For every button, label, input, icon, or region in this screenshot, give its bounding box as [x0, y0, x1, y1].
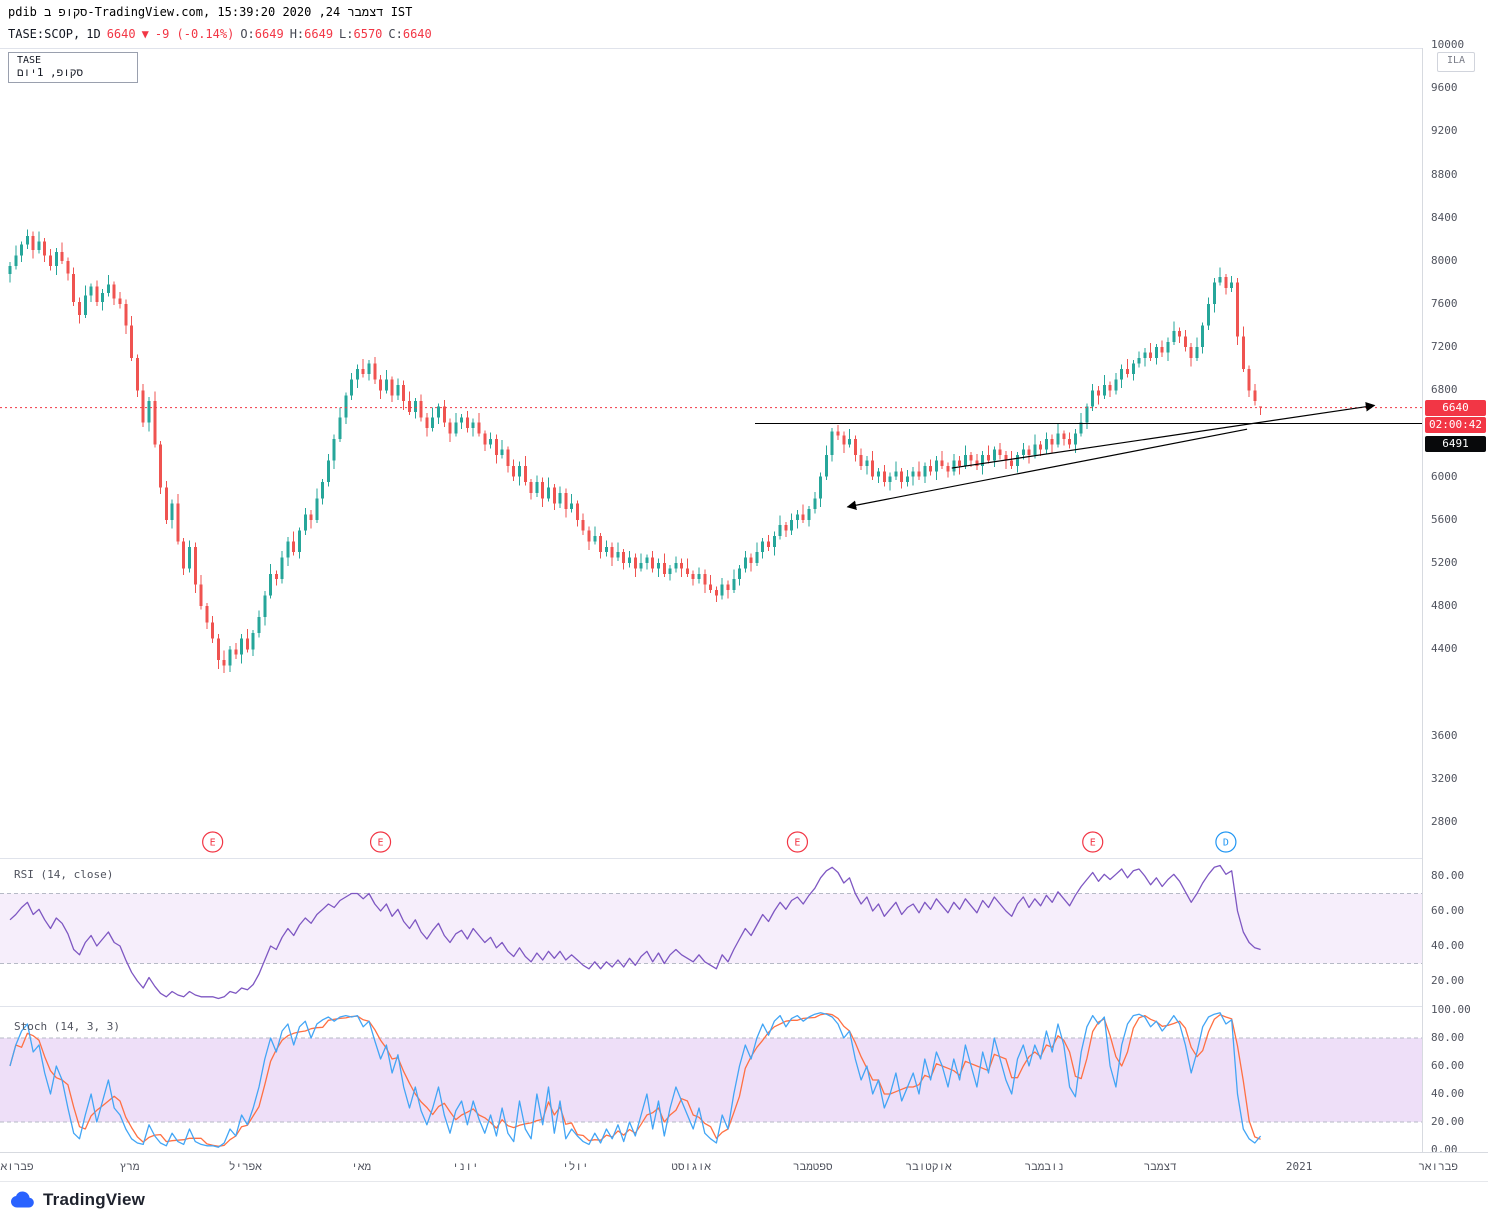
ohlc-number: 6649 [304, 27, 334, 41]
earnings-marker[interactable]: E [1082, 831, 1104, 853]
axis-tick-label: 7200 [1431, 340, 1458, 354]
arrow-drawing[interactable] [846, 428, 1248, 510]
symbol-name[interactable]: TASE:SCOP, [8, 27, 81, 41]
close-value: C: 6640 [388, 27, 431, 41]
legend-symbol-interval: סקופ, 1יום [17, 66, 84, 79]
tradingview-footer[interactable]: TradingView [10, 1190, 145, 1210]
stoch-indicator-label[interactable]: Stoch (14, 3, 3) [14, 1020, 120, 1033]
axis-tick-label: 3600 [1431, 728, 1458, 742]
earnings-marker[interactable]: E [369, 831, 392, 853]
axis-tick-label: 20.00 [1431, 974, 1465, 987]
time-axis-label: יוני [452, 1160, 479, 1173]
symbol-info-bar: TASE:SCOP, 1D 6640 ▼ -9 (-0.14%) O: 6649 … [8, 27, 432, 41]
open-value: O: 6649 [240, 27, 283, 41]
axis-tick-label: 80.00 [1431, 869, 1465, 882]
stoch-band [0, 1038, 1422, 1122]
earnings-marker[interactable]: E [786, 831, 809, 853]
axis-tick-label: 10000 [1431, 38, 1465, 51]
price-axis[interactable]: ILA 6640 02:00:42 6491 10000 9600 9200 8800… [1422, 38, 1488, 1180]
time-axis[interactable]: פברואר מרץ אפריל מאי יוני יולי אוגוסט ספטמבר אוק… [0, 1152, 1488, 1182]
ohlc-number: 6570 [353, 27, 383, 41]
rsi-line [9, 864, 1261, 1000]
axis-tick-label: 6000 [1431, 469, 1458, 483]
window-title: pdib סקופ ב-TradingView.com, דצמבר 24, 2… [8, 5, 413, 19]
axis-tick-label: 9600 [1431, 81, 1458, 95]
current-price-badge: 6640 [1425, 399, 1486, 416]
ohlc-label: O: [240, 27, 255, 41]
low-value: L: 6570 [339, 27, 382, 41]
axis-tick-label: 80.00 [1431, 1031, 1465, 1044]
ohlc-number: 6649 [254, 27, 284, 41]
candlestick-series [8, 229, 1263, 674]
ohlc-label: H: [289, 27, 305, 41]
tradingview-logo-icon [11, 1191, 34, 1208]
axis-tick-label: 100.00 [1431, 1003, 1471, 1016]
time-axis-label: מאי [351, 1160, 372, 1173]
axis-tick-label: 20.00 [1431, 1115, 1465, 1128]
axis-tick-label: 2800 [1431, 815, 1458, 828]
ohlc-label: L: [339, 27, 354, 41]
svg-text:E: E [794, 838, 800, 849]
brand-name: TradingView [43, 1190, 146, 1209]
interval-label[interactable]: 1D [86, 27, 101, 41]
stoch-d-line [9, 1013, 1261, 1147]
axis-tick-label: 60.00 [1431, 1059, 1465, 1072]
svg-text:D: D [1223, 838, 1229, 849]
svg-text:E: E [378, 838, 384, 849]
axis-tick-label: 40.00 [1431, 1087, 1465, 1100]
ohlc-label: C: [388, 27, 403, 41]
ohlc-number: 6640 [402, 27, 432, 41]
last-price: 6640 [106, 27, 136, 41]
time-axis-label: אפריל [228, 1160, 262, 1173]
time-axis-label: ספטמבר [792, 1160, 833, 1173]
axis-tick-label: 60.00 [1431, 904, 1465, 917]
high-value: H: 6649 [290, 27, 333, 41]
rsi-band [0, 893, 1422, 964]
drawing-price-badge: 6491 [1425, 435, 1486, 452]
axis-tick-label: 9200 [1431, 124, 1458, 138]
legend-exchange: TASE [17, 55, 42, 66]
svg-text:E: E [210, 838, 216, 849]
axis-tick-label: 40.00 [1431, 939, 1465, 952]
symbol-legend[interactable]: TASE סקופ, 1יום [8, 52, 138, 83]
time-axis-label: אוקטובר [905, 1160, 952, 1173]
time-axis-label: 2021 [1285, 1160, 1313, 1173]
time-axis-label: דצמבר [1143, 1160, 1177, 1173]
axis-tick-label: 5600 [1431, 512, 1458, 526]
earnings-marker[interactable]: E [202, 831, 224, 853]
direction-down-icon: ▼ [141, 27, 149, 41]
axis-tick-label: 8800 [1431, 167, 1458, 181]
axis-tick-label: 6800 [1431, 383, 1458, 397]
time-axis-label: פברואר [1418, 1160, 1458, 1173]
price-change: -9 (-0.14%) [154, 27, 235, 41]
axis-tick-label: 7600 [1431, 297, 1458, 310]
dividend-marker[interactable]: D [1215, 831, 1237, 853]
time-axis-label: נובמבר [1024, 1160, 1065, 1173]
arrow-drawing[interactable] [951, 401, 1376, 469]
time-axis-label: מרץ [119, 1160, 140, 1173]
axis-tick-label: 8400 [1431, 210, 1458, 224]
currency-label: ILA [1437, 52, 1475, 72]
axis-tick-label: 4400 [1431, 642, 1458, 656]
axis-tick-label: 4800 [1431, 599, 1458, 613]
axis-tick-label: 8000 [1431, 253, 1458, 267]
stoch-k-line [9, 1012, 1262, 1148]
svg-text:E: E [1090, 838, 1096, 849]
axis-tick-label: 3200 [1431, 771, 1458, 785]
time-axis-label: פברואר [0, 1160, 34, 1173]
axis-tick-label: 5200 [1431, 556, 1458, 569]
time-axis-label: אוגוסט [671, 1160, 712, 1173]
rsi-indicator-label[interactable]: RSI (14, close) [14, 868, 114, 881]
time-axis-label: יולי [562, 1160, 589, 1173]
bar-countdown-badge: 02:00:42 [1425, 416, 1486, 433]
